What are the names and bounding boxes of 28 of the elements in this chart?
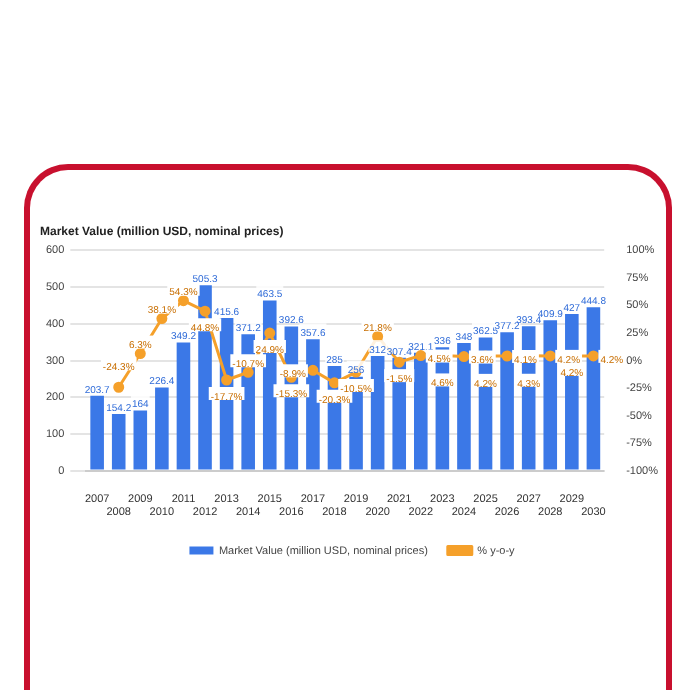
point <box>501 350 513 362</box>
point <box>458 351 470 363</box>
point <box>177 295 189 307</box>
point <box>544 350 556 362</box>
bar <box>155 387 169 470</box>
point <box>156 313 168 325</box>
point <box>242 366 254 378</box>
point <box>328 377 340 389</box>
bar <box>543 320 558 470</box>
point <box>264 327 276 339</box>
point <box>393 356 405 368</box>
point <box>134 348 146 360</box>
point <box>113 381 125 393</box>
bar <box>414 352 428 470</box>
bar <box>111 414 126 470</box>
bar <box>586 307 601 470</box>
bar <box>133 410 148 470</box>
point <box>372 331 384 342</box>
bar <box>370 356 385 470</box>
point <box>221 374 233 386</box>
bar <box>500 332 514 470</box>
point <box>307 364 319 376</box>
point <box>587 350 599 362</box>
bar <box>176 342 191 470</box>
point <box>415 350 427 362</box>
bar <box>457 342 471 470</box>
bar <box>90 395 104 470</box>
point <box>199 305 211 317</box>
